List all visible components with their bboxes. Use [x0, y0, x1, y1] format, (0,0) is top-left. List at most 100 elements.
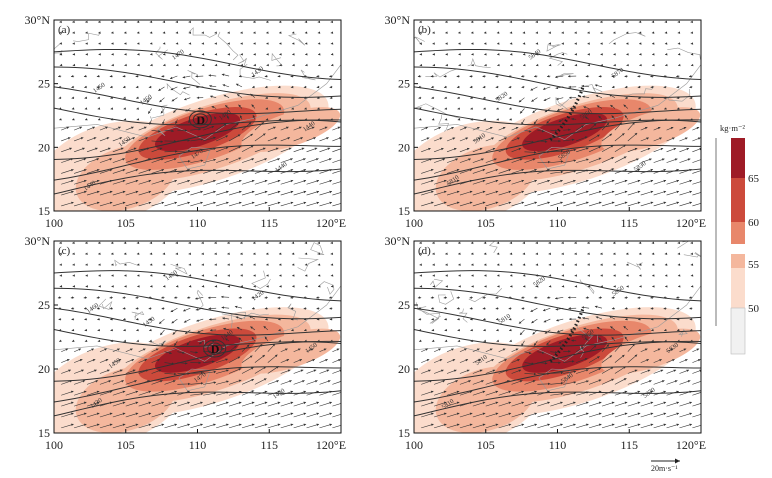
- wind-arrow-head: [548, 252, 552, 255]
- reference-arrow-head: [675, 458, 680, 464]
- wind-arrow-head: [670, 348, 674, 351]
- wind-arrow-head: [431, 85, 434, 89]
- wind-arrow-head: [157, 358, 160, 362]
- wind-arrow-head: [214, 263, 217, 266]
- wind-arrow-head: [111, 274, 114, 277]
- wind-arrow-head: [458, 241, 461, 245]
- wind-arrow-head: [317, 107, 320, 110]
- wind-arrow-head: [652, 42, 655, 45]
- wind-arrow-head: [521, 296, 524, 299]
- wind-arrow-head: [600, 31, 603, 34]
- wind-arrow-head: [444, 96, 447, 100]
- wind-arrow-head: [444, 339, 448, 343]
- wind-arrow-head: [240, 274, 243, 277]
- wind-arrow-head: [569, 328, 573, 332]
- wind-arrow-head: [85, 42, 88, 45]
- wind-arrow-head: [425, 348, 428, 351]
- wind-arrow-head: [135, 74, 139, 78]
- wind-arrow-head: [482, 296, 485, 299]
- x-tick-label: 110: [189, 216, 207, 230]
- wind-arrow: [692, 403, 701, 407]
- wind-arrow-head: [303, 390, 306, 394]
- wind-arrow-head: [431, 328, 435, 332]
- wind-arrow-head: [561, 63, 565, 67]
- wind-arrow-head: [534, 75, 537, 78]
- wind-arrow-head: [664, 107, 667, 110]
- wind-arrow-head: [265, 241, 269, 245]
- wind-arrow-head: [98, 31, 101, 34]
- wind-arrow-head: [520, 332, 523, 335]
- wind-arrow-head: [585, 338, 588, 341]
- wind-arrow-head: [418, 317, 421, 321]
- wind-arrow-head: [573, 148, 577, 152]
- wind-arrow-head: [238, 296, 242, 299]
- wind-arrow-head: [84, 107, 88, 110]
- wind-arrow-head: [417, 75, 421, 78]
- wind-arrow-head: [482, 307, 486, 310]
- wind-arrow-head: [483, 31, 487, 34]
- wind-arrow-head: [211, 106, 215, 109]
- wind-arrow-head: [317, 252, 321, 255]
- wind-arrow-head: [476, 348, 480, 351]
- y-tick-label: 25: [38, 77, 50, 91]
- wind-arrow-head: [136, 328, 139, 332]
- wind-arrow-head: [547, 75, 550, 78]
- border-line: [114, 259, 138, 267]
- wind-arrow-head: [188, 31, 192, 34]
- wind-arrow-head: [587, 53, 590, 56]
- wind-arrow-head: [483, 107, 486, 110]
- wind-arrow-head: [432, 285, 436, 288]
- wind-arrow-head: [479, 369, 483, 372]
- border-line: [488, 241, 498, 253]
- wind-arrow-head: [431, 423, 434, 427]
- border-line: [188, 27, 217, 38]
- wind-arrow-head: [496, 339, 500, 343]
- wind-arrow-head: [137, 31, 140, 34]
- wind-arrow-head: [223, 94, 227, 98]
- wind-arrow-head: [418, 339, 422, 343]
- wind-arrow-head: [118, 358, 122, 362]
- wind-arrow-head: [560, 149, 564, 153]
- wind-arrow-head: [187, 401, 190, 405]
- wind-arrow-head: [71, 85, 74, 89]
- wind-arrow-head: [663, 412, 667, 416]
- wind-arrow-head: [509, 107, 512, 110]
- wind-arrow-head: [201, 285, 205, 288]
- wind-arrow-head: [304, 20, 308, 24]
- wind-arrow-head: [543, 320, 547, 323]
- wind-arrow-head: [96, 401, 100, 405]
- legend-swatch-6: [730, 307, 746, 355]
- wind-arrow-head: [264, 168, 268, 172]
- wind-arrow-head: [148, 390, 152, 394]
- wind-arrow-head: [201, 263, 205, 266]
- wind-arrow-head: [316, 190, 320, 194]
- wind-arrow-head: [528, 351, 532, 355]
- wind-arrow-head: [571, 138, 575, 142]
- wind-arrow-head: [137, 63, 140, 67]
- wind-arrow-head: [85, 53, 89, 56]
- wind-arrow-head: [201, 42, 205, 45]
- wind-arrow-head: [494, 380, 497, 383]
- wind-arrow-head: [79, 126, 82, 129]
- wind-arrow-head: [626, 53, 629, 56]
- wind-arrow-head: [278, 118, 282, 121]
- wind-arrow-head: [665, 285, 668, 288]
- wind-arrow-head: [521, 168, 524, 172]
- wind-arrow-head: [676, 190, 679, 194]
- height-contour: [54, 168, 341, 195]
- x-tick-label: 110: [189, 438, 207, 452]
- wind-arrow-head: [600, 274, 603, 277]
- wind-arrow-head: [85, 31, 88, 34]
- wind-arrow: [692, 392, 701, 396]
- wind-arrow-head: [418, 96, 421, 100]
- wind-arrow-head: [85, 20, 88, 24]
- wind-arrow-head: [690, 31, 694, 34]
- wind-arrow-head: [689, 190, 692, 194]
- wind-arrow-head: [661, 380, 665, 383]
- wind-arrow-head: [251, 337, 255, 340]
- wind-arrow-head: [558, 361, 561, 364]
- wind-arrow-head: [596, 105, 600, 108]
- wind-arrow-head: [624, 401, 628, 405]
- wind-arrow-head: [188, 42, 192, 45]
